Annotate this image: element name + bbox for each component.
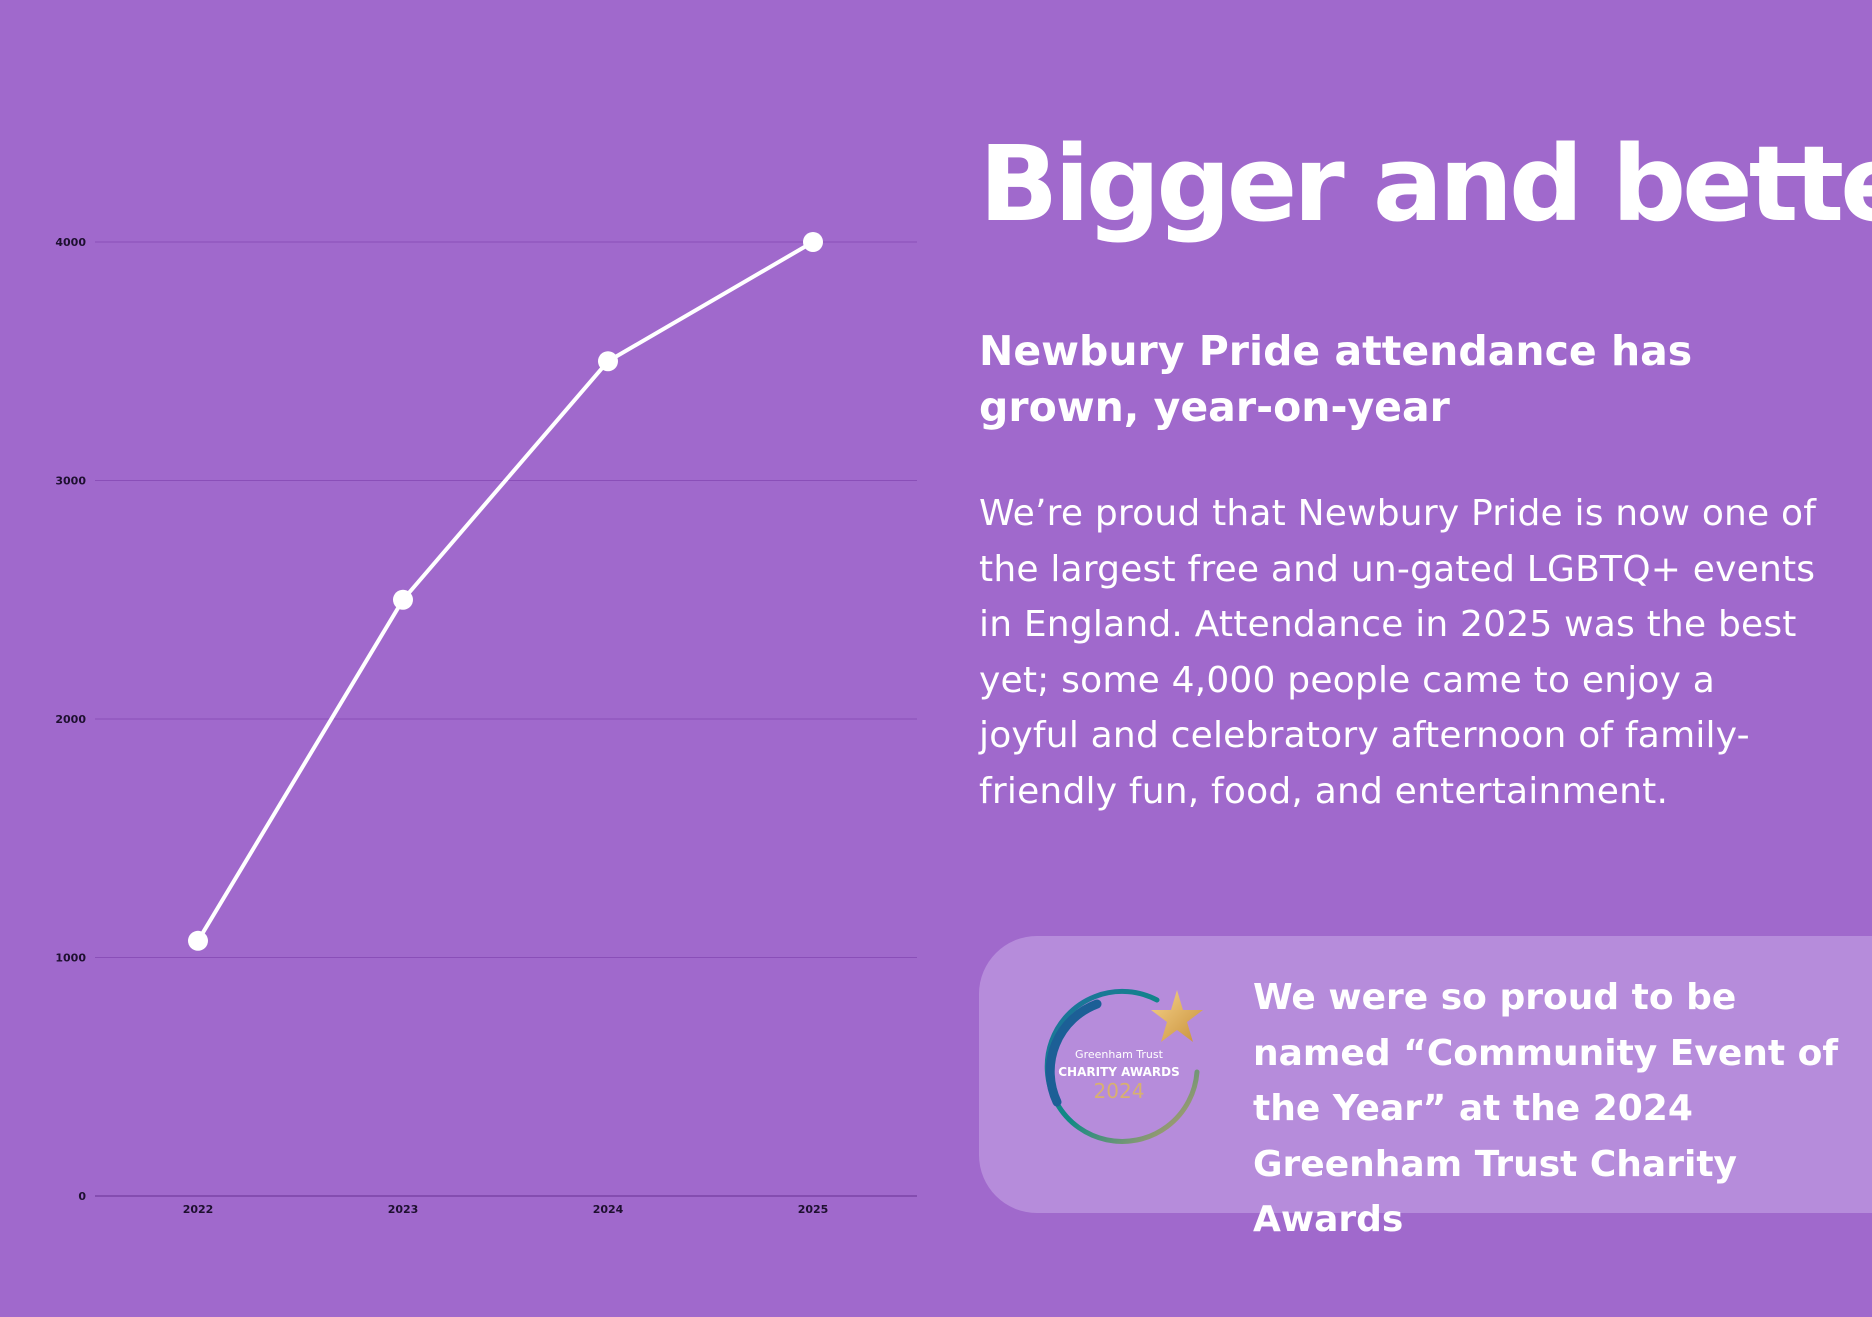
logo-year: 2024 [1094, 1079, 1145, 1103]
award-card: Greenham Trust CHARITY AWARDS 2024 We we… [979, 936, 1872, 1240]
attendance-line [196, 240, 815, 943]
y-tick-label: 2000 [55, 713, 86, 726]
logo-line2: CHARITY AWARDS [1058, 1065, 1179, 1079]
x-tick-label: 2024 [593, 1203, 624, 1216]
y-tick-label: 0 [78, 1190, 86, 1203]
charity-awards-logo: Greenham Trust CHARITY AWARDS 2024 [1044, 988, 1203, 1144]
x-tick-label: 2023 [388, 1203, 419, 1216]
y-tick-label: 4000 [55, 236, 86, 249]
x-tick-label: 2025 [798, 1203, 829, 1216]
star-icon [1151, 990, 1203, 1042]
attendance-chart: 0 1000 2000 3000 4000 2022 2023 2024 2025 [55, 232, 917, 1216]
attendance-series [188, 232, 823, 951]
award-text: We were so proud to be named “Community … [1253, 977, 1839, 1240]
y-axis-ticks: 0 1000 2000 3000 4000 [55, 236, 86, 1203]
subtitle: Newbury Pride attendance has grown, year… [979, 327, 1693, 431]
page-title: Bigger and better [979, 123, 1872, 245]
data-point-2022 [188, 930, 208, 951]
logo-line1: Greenham Trust [1075, 1048, 1164, 1061]
y-tick-label: 1000 [55, 952, 86, 965]
data-point-2025 [803, 232, 823, 252]
data-point-2024 [598, 351, 618, 372]
x-axis-ticks: 2022 2023 2024 2025 [183, 1203, 829, 1216]
gridlines [95, 241, 917, 1197]
x-tick-label: 2022 [183, 1203, 214, 1216]
y-tick-label: 3000 [55, 475, 86, 488]
body-paragraph: We’re proud that Newbury Pride is now on… [979, 493, 1817, 812]
data-point-2023 [393, 589, 413, 610]
